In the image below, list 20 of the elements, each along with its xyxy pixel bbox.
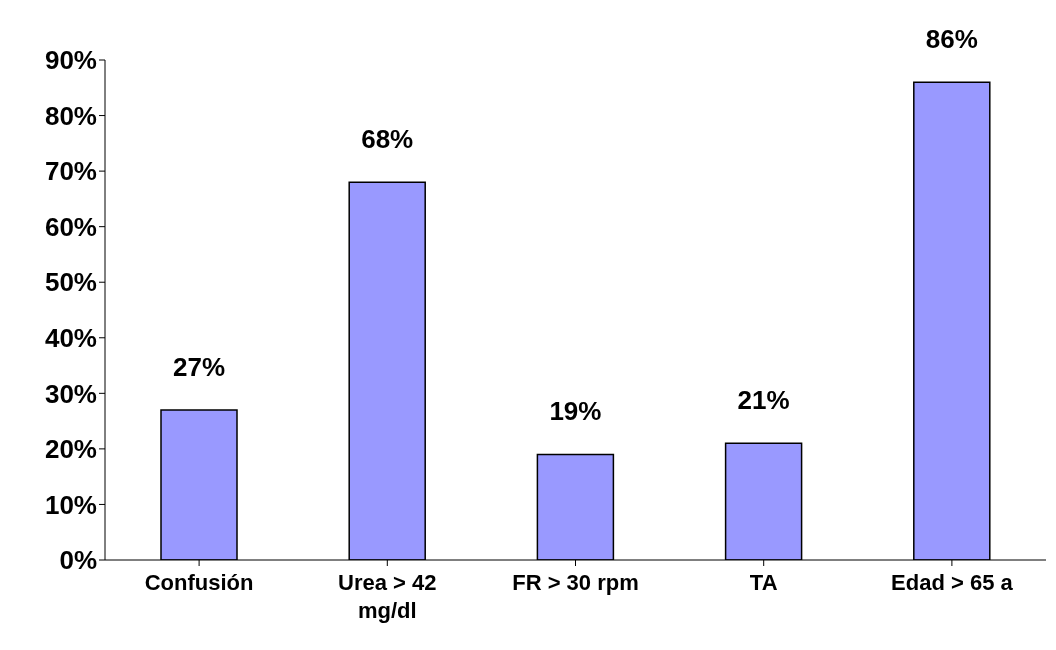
x-tick-label: Urea > 42 mg/dl	[338, 570, 437, 623]
data-label: 21%	[737, 385, 790, 416]
x-tick-label: FR > 30 rpm	[512, 570, 639, 595]
y-tick-label: 20%	[44, 434, 97, 465]
x-tick-label: Edad > 65 a	[891, 570, 1014, 595]
y-tick-label: 30%	[44, 378, 97, 409]
y-tick-label: 0%	[59, 545, 97, 576]
y-tick-label: 90%	[44, 45, 97, 76]
data-label: 19%	[549, 396, 602, 427]
data-label: 27%	[172, 352, 226, 382]
y-tick-label: 50%	[44, 267, 97, 298]
y-tick-label: 10%	[44, 489, 97, 520]
y-tick-label: 80%	[44, 100, 97, 131]
y-tick-label: 40%	[44, 323, 97, 354]
x-tick-label: Confusión	[144, 570, 254, 595]
y-tick-label: 70%	[44, 156, 97, 187]
y-tick-label: 60%	[44, 211, 97, 242]
data-label: 68%	[361, 124, 414, 155]
data-label: 86%	[925, 24, 978, 55]
x-tick-label: TA	[749, 570, 778, 595]
